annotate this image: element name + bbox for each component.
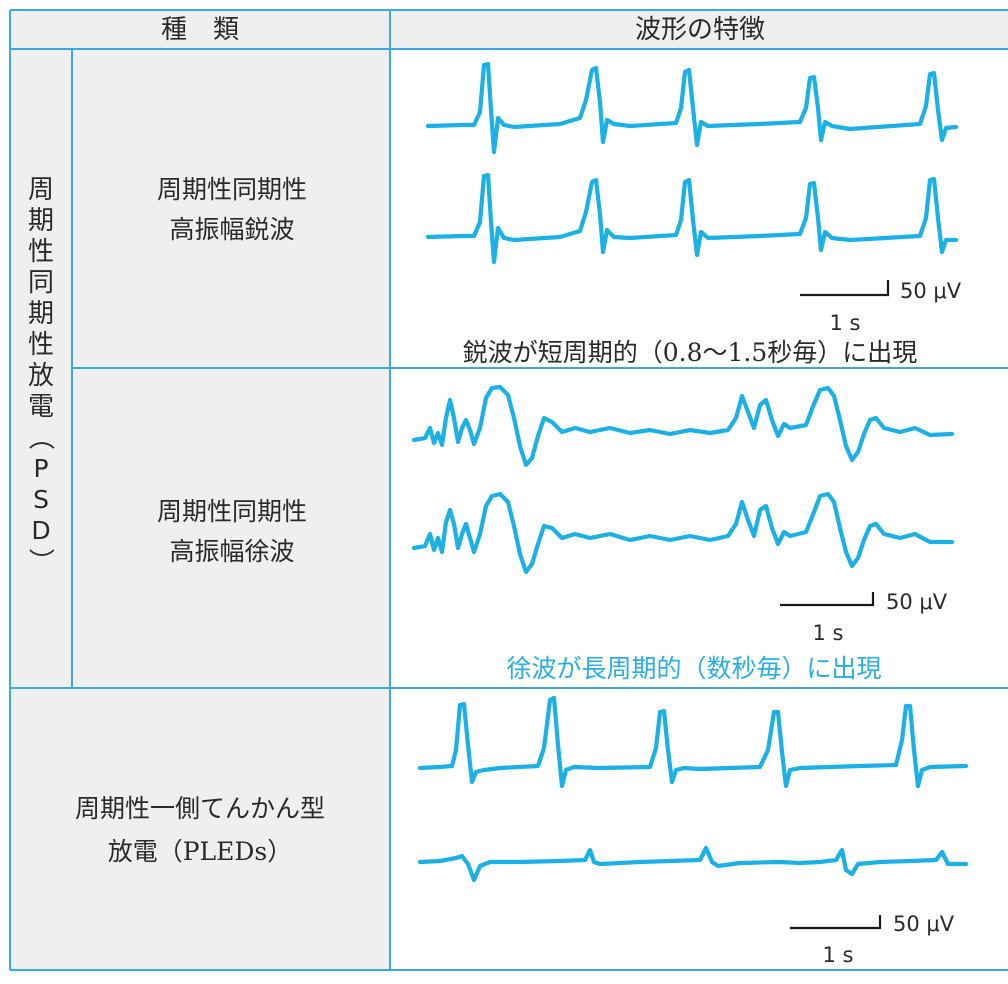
psd-slow-caption: 徐波が長周期的（数秒毎）に出現 bbox=[506, 654, 881, 683]
psd-group-label-char: （ bbox=[25, 424, 55, 450]
psd-slow-trace-2 bbox=[411, 491, 955, 575]
psd-sharp-waveforms bbox=[425, 61, 959, 297]
psd-group-label-char: 期 bbox=[28, 206, 54, 236]
psd-group-label-char: 性 bbox=[28, 330, 54, 360]
pleds-label-line2: 放電（PLEDs） bbox=[108, 837, 293, 866]
psd-sharp-scale-amp: 50 μV bbox=[900, 279, 962, 303]
pleds-label-line1: 周期性一側てんかん型 bbox=[75, 794, 325, 823]
psd-group-label-char: P bbox=[33, 454, 48, 483]
psd-sharp-label-line1: 周期性同期性 bbox=[157, 175, 307, 204]
psd-group-cell bbox=[10, 50, 72, 688]
psd-sharp-trace-1 bbox=[425, 61, 959, 155]
psd-group-label-char: S bbox=[33, 485, 49, 514]
psd-slow-trace-1 bbox=[411, 384, 955, 468]
psd-group-label-char: 同 bbox=[28, 268, 54, 298]
pleds-waveforms bbox=[417, 695, 969, 930]
psd-sharp-scale-time: 1 s bbox=[830, 311, 861, 335]
psd-slow-scale-time: 1 s bbox=[813, 621, 844, 645]
psd-group-label-char: 性 bbox=[28, 237, 54, 267]
psd-group-label-char: ） bbox=[25, 548, 55, 574]
psd-sharp-caption: 鋭波が短周期的（0.8〜1.5秒毎）に出現 bbox=[463, 338, 918, 367]
header-feature: 波形の特徴 bbox=[635, 15, 765, 45]
psd-slow-label-cell bbox=[72, 368, 390, 688]
header-feature-cell bbox=[390, 10, 1008, 48]
psd-group-label-char: 放 bbox=[28, 361, 54, 391]
psd-slow-label-line2: 高振幅徐波 bbox=[169, 537, 294, 566]
pleds-trace-1 bbox=[417, 695, 969, 789]
pleds-scale-time: 1 s bbox=[823, 943, 854, 967]
pleds-scale-bar bbox=[790, 915, 882, 930]
pleds-label-cell bbox=[10, 688, 390, 970]
psd-slow-label-line1: 周期性同期性 bbox=[157, 497, 307, 526]
psd-sharp-scale-bar bbox=[800, 280, 890, 297]
psd-sharp-trace-2 bbox=[425, 172, 959, 265]
psd-group-label-char: D bbox=[31, 516, 50, 545]
psd-group-label-char: 周 bbox=[28, 175, 54, 205]
pleds-scale-amp: 50 μV bbox=[893, 912, 955, 936]
psd-slow-scale-bar bbox=[780, 592, 875, 607]
table-grid bbox=[9, 9, 1008, 971]
psd-sharp-label-cell bbox=[72, 50, 390, 368]
psd-group-label-char: 電 bbox=[28, 392, 54, 422]
psd-sharp-label-line2: 高振幅鋭波 bbox=[169, 215, 294, 244]
header-type: 種 類 bbox=[161, 15, 239, 45]
psd-group-label-char: 期 bbox=[28, 299, 54, 329]
header-type-cell bbox=[10, 10, 390, 48]
pleds-trace-2 bbox=[417, 845, 969, 883]
psd-slow-waveforms bbox=[411, 384, 955, 607]
psd-slow-scale-amp: 50 μV bbox=[886, 590, 948, 614]
